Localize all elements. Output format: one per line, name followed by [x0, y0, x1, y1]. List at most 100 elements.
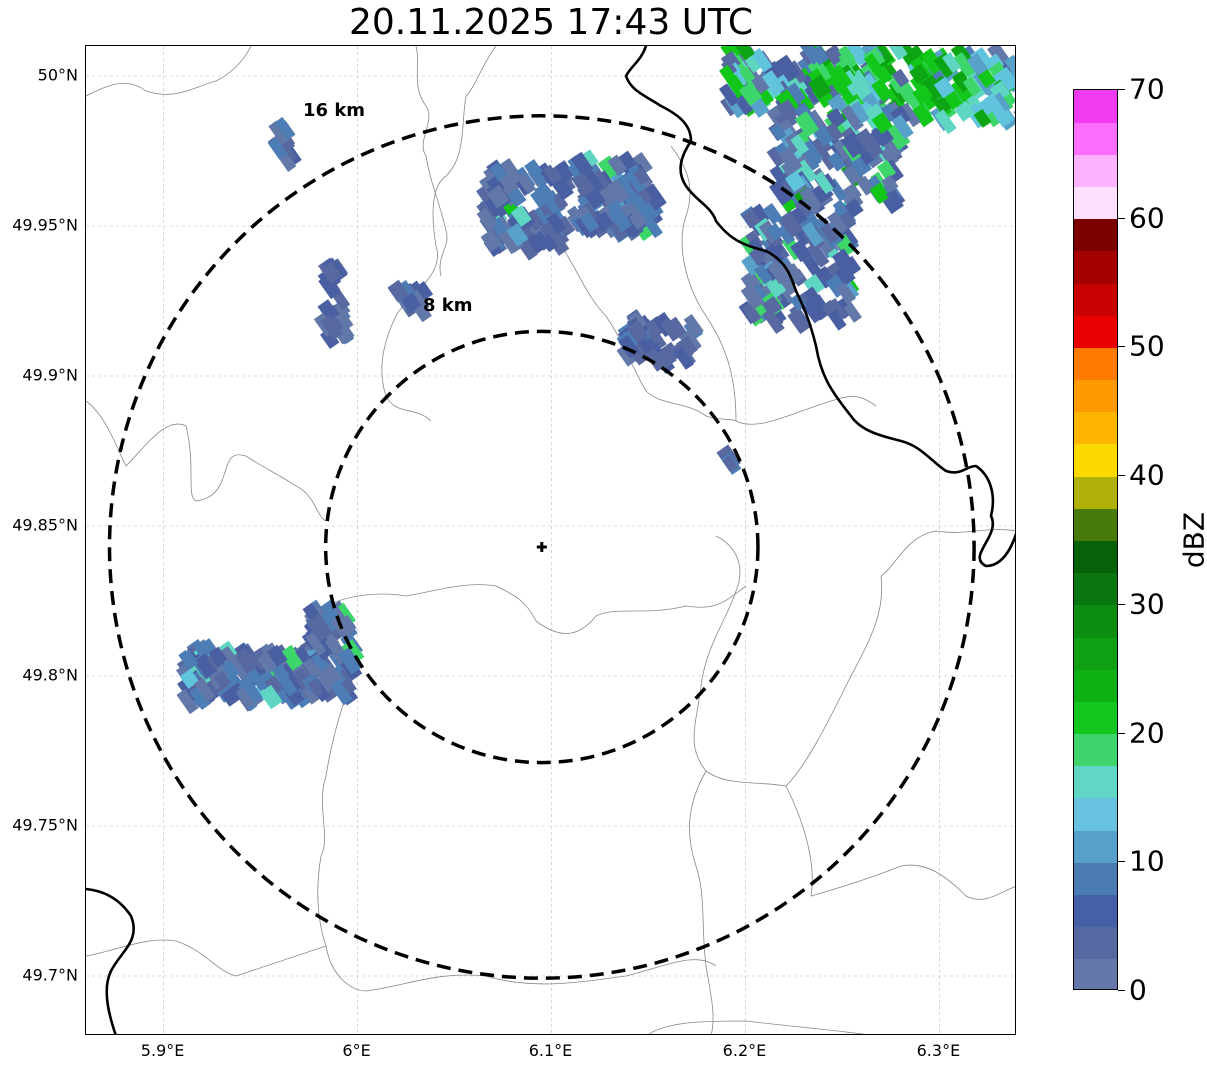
echo-cell: [555, 160, 575, 182]
colorbar-segment: [1074, 186, 1117, 220]
echo-cell: [486, 184, 510, 209]
echo-cell: [580, 149, 599, 169]
echo-cell: [883, 139, 902, 160]
echo-cell: [862, 135, 884, 159]
echo-cell: [238, 678, 263, 706]
echo-cell: [790, 134, 810, 156]
echo-cell: [766, 223, 784, 241]
echo-cell: [871, 111, 893, 134]
radar-map[interactable]: [85, 45, 1016, 1035]
echo-cell: [524, 159, 543, 179]
echo-cell: [235, 687, 255, 709]
echo-cell: [813, 125, 834, 147]
echo-cell: [828, 64, 853, 91]
echo-cell: [911, 103, 935, 128]
echo-cell: [738, 81, 763, 106]
colorbar-tick: [1118, 861, 1125, 863]
echo-cell: [480, 229, 502, 252]
echo-cell: [777, 99, 799, 122]
echo-cell: [942, 52, 962, 74]
echo-cell: [934, 95, 953, 115]
echo-cell: [476, 207, 498, 231]
colorbar-segment: [1074, 572, 1117, 606]
range-rings: [107, 114, 976, 980]
colorbar-segment: [1074, 765, 1117, 799]
echo-cell: [974, 98, 995, 118]
echo-cell: [415, 281, 434, 300]
echo-cell: [305, 631, 327, 656]
echo-cell: [801, 297, 825, 324]
lon-tick-label: 6.1°E: [528, 1041, 573, 1060]
echo-cell: [194, 653, 218, 679]
echo-cell: [899, 102, 921, 128]
echo-cell: [996, 66, 1015, 92]
echo-cell: [1004, 54, 1015, 74]
colorbar-segment: [1074, 604, 1117, 638]
echo-cell: [827, 309, 847, 331]
echo-cell: [794, 111, 820, 138]
echo-cell: [307, 678, 324, 697]
echo-cell: [825, 122, 844, 142]
colorbar-segment: [1074, 476, 1117, 509]
echo-cell: [800, 46, 823, 65]
echo-cell: [208, 646, 228, 667]
echo-cell: [794, 198, 814, 221]
echo-cell: [962, 76, 982, 97]
echo-cell: [761, 70, 785, 96]
echo-cell: [987, 46, 1010, 67]
echo-cell: [869, 182, 891, 205]
echo-cell: [742, 302, 762, 324]
echo-cell: [321, 261, 342, 283]
echo-cell: [194, 677, 216, 703]
colorbar-segment: [1074, 508, 1117, 541]
lat-tick-label: 49.8°N: [22, 665, 78, 685]
echo-cell: [879, 103, 899, 124]
echo-cell: [551, 192, 569, 211]
colorbar-tick-label: 20: [1129, 716, 1165, 750]
colorbar-segment: [1074, 443, 1117, 477]
echo-cell: [339, 614, 357, 634]
echo-cell: [301, 683, 323, 705]
lat-tick-label: 49.7°N: [22, 965, 78, 985]
country-borders: [86, 46, 1015, 1034]
echo-cell: [539, 220, 564, 246]
echo-cell: [812, 181, 834, 204]
echo-cell: [891, 114, 914, 140]
echo-cell: [222, 660, 240, 679]
echo-cell: [762, 308, 785, 335]
echo-cell: [842, 163, 864, 185]
echo-cell: [768, 179, 793, 206]
admin-border: [365, 959, 717, 992]
echo-cell: [722, 455, 738, 473]
echo-cell: [871, 78, 893, 103]
echo-cell: [789, 304, 807, 325]
colorbar-tick-label: 40: [1129, 458, 1165, 492]
echo-cell: [641, 183, 667, 211]
colorbar-segment: [1074, 283, 1117, 316]
echo-cell: [320, 315, 343, 341]
echo-cell: [318, 274, 342, 300]
echo-cell: [259, 684, 283, 710]
echo-cell: [414, 303, 432, 323]
echo-cell: [847, 46, 866, 62]
echo-cell: [607, 178, 630, 204]
echo-cell: [754, 263, 773, 285]
echo-cell: [766, 146, 786, 168]
echo-cell: [607, 154, 627, 176]
echo-cell: [645, 348, 666, 372]
echo-cell: [673, 346, 695, 370]
echo-cell: [498, 227, 524, 255]
colorbar-segment: [1074, 958, 1117, 989]
echo-cell: [803, 286, 822, 306]
echo-cell: [891, 68, 910, 88]
echo-cell: [889, 75, 907, 94]
colorbar-segment: [1074, 540, 1117, 574]
colorbar-tick: [1118, 732, 1125, 734]
echo-cell: [400, 292, 422, 314]
echo-cell: [387, 279, 409, 303]
echo-cell: [332, 682, 353, 706]
admin-border: [670, 145, 737, 422]
echo-cell: [510, 204, 532, 227]
admin-border: [415, 46, 448, 277]
echo-cell: [838, 50, 858, 71]
